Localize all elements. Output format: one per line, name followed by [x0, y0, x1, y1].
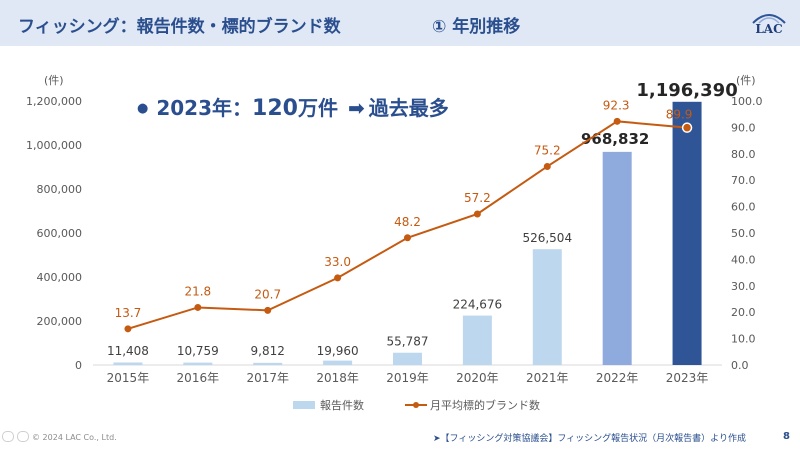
highlight-callout: ● 2023年：120万件 ➡ 過去最多	[137, 92, 449, 121]
logo-arc-icon	[752, 14, 786, 24]
x-tick-label: 2022年	[596, 371, 639, 385]
right-arrow-icon: ➡	[347, 96, 365, 120]
bar-2018年	[323, 360, 353, 365]
next-slide-icon[interactable]	[17, 431, 29, 442]
x-tick-label: 2023年	[666, 371, 709, 385]
highlight-note: 過去最多	[368, 96, 449, 120]
y-right-tick: 20.0	[731, 306, 756, 319]
bar-data-label: 55,787	[387, 335, 429, 349]
line-data-label: 89.9	[666, 108, 693, 122]
highlight-year: 2023年：	[156, 96, 253, 120]
slide-subtitle: ① 年別推移	[432, 17, 521, 37]
copyright-text: © 2024 LAC Co., Ltd.	[32, 433, 117, 442]
line-point	[334, 274, 342, 282]
bar-2019年	[393, 352, 422, 365]
y-left-tick: 400,000	[37, 271, 83, 284]
line-point	[681, 122, 693, 133]
source-note: ➤【フィッシング対策協議会】フィッシング報告状況（月次報告書）より作成	[433, 434, 747, 444]
bullet-icon: ●	[137, 101, 149, 116]
line-data-label: 48.2	[394, 215, 421, 229]
bar-2015年	[113, 362, 143, 365]
highlight-value: 120	[252, 96, 298, 121]
y-right-tick: 10.0	[731, 333, 756, 346]
line-point	[404, 234, 411, 242]
line-data-label: 92.3	[603, 98, 630, 112]
y-right-tick: 70.0	[731, 174, 756, 187]
legend-bar-swatch	[293, 401, 315, 409]
line-point	[543, 162, 551, 170]
x-tick-label: 2018年	[316, 371, 359, 385]
line-data-label: 57.2	[464, 191, 491, 205]
x-tick-label: 2016年	[177, 371, 220, 385]
y-right-tick: 30.0	[731, 280, 756, 293]
y-left-unit: (件)	[44, 74, 64, 87]
page-number: 8	[783, 431, 790, 442]
line-data-label: 33.0	[324, 255, 351, 269]
prev-slide-icon[interactable]	[2, 431, 14, 442]
y-left-tick: 1,000,000	[26, 139, 82, 152]
x-tick-label: 2015年	[107, 371, 150, 385]
bar-data-label: 10,759	[177, 344, 219, 358]
y-right-tick: 50.0	[731, 227, 756, 240]
line-point	[264, 306, 272, 314]
line-point	[613, 117, 621, 125]
logo-text: LAC	[755, 22, 783, 36]
bar-data-label: 11,408	[107, 344, 149, 358]
header-bar: フィッシング：報告件数・標的ブランド数 ① 年別推移 LAC	[0, 0, 800, 46]
x-tick-label: 2019年	[386, 371, 429, 385]
legend-bar-label: 報告件数	[320, 399, 364, 412]
y-right-tick: 40.0	[731, 253, 756, 266]
bar-2023年	[672, 101, 702, 366]
line-data-label: 75.2	[534, 143, 561, 157]
bar-2022年	[602, 151, 632, 365]
x-tick-label: 2020年	[456, 371, 499, 385]
line-point	[194, 303, 202, 311]
y-left-tick: 200,000	[37, 315, 83, 328]
line-data-label: 13.7	[115, 306, 142, 320]
y-right-tick: 100.0	[731, 95, 763, 108]
bar-2021年	[532, 249, 562, 365]
y-right-tick: 0.0	[731, 359, 749, 372]
bar-2020年	[462, 315, 492, 365]
y-left-tick: 0	[75, 359, 82, 372]
y-right-unit: (件)	[736, 74, 756, 87]
y-left-tick: 1,200,000	[26, 95, 82, 108]
y-right-tick: 80.0	[731, 148, 756, 161]
chart-area: (件) (件) 0 200,000 400,000 600,000 800,000 1,000…	[26, 74, 763, 412]
bar-data-label: 526,504	[522, 231, 572, 245]
bar-2017年	[253, 362, 283, 365]
bar-2016年	[183, 362, 213, 365]
x-tick-label: 2021年	[526, 371, 569, 385]
y-right-tick: 90.0	[731, 121, 756, 134]
y-left-tick: 600,000	[37, 227, 83, 240]
bar-data-label: 1,196,390	[636, 80, 737, 101]
x-tick-label: 2017年	[246, 371, 289, 385]
legend-line-label: 月平均標的ブランド数	[430, 398, 540, 412]
y-left-tick: 800,000	[37, 183, 83, 196]
highlight-unit: 万件	[297, 96, 338, 120]
line-point	[473, 210, 481, 218]
legend-line-marker	[413, 402, 419, 408]
y-right-tick: 60.0	[731, 201, 756, 214]
bar-data-label: 224,676	[453, 298, 503, 312]
slide-title: フィッシング：報告件数・標的ブランド数	[18, 17, 341, 37]
line-data-label: 21.8	[184, 284, 211, 298]
footer-left: © 2024 LAC Co., Ltd.	[2, 431, 117, 442]
line-point	[124, 325, 132, 333]
lac-logo: LAC	[749, 10, 789, 38]
bar-data-label: 9,812	[251, 344, 285, 358]
line-data-label: 20.7	[254, 287, 281, 301]
bar-data-label: 19,960	[317, 344, 359, 358]
